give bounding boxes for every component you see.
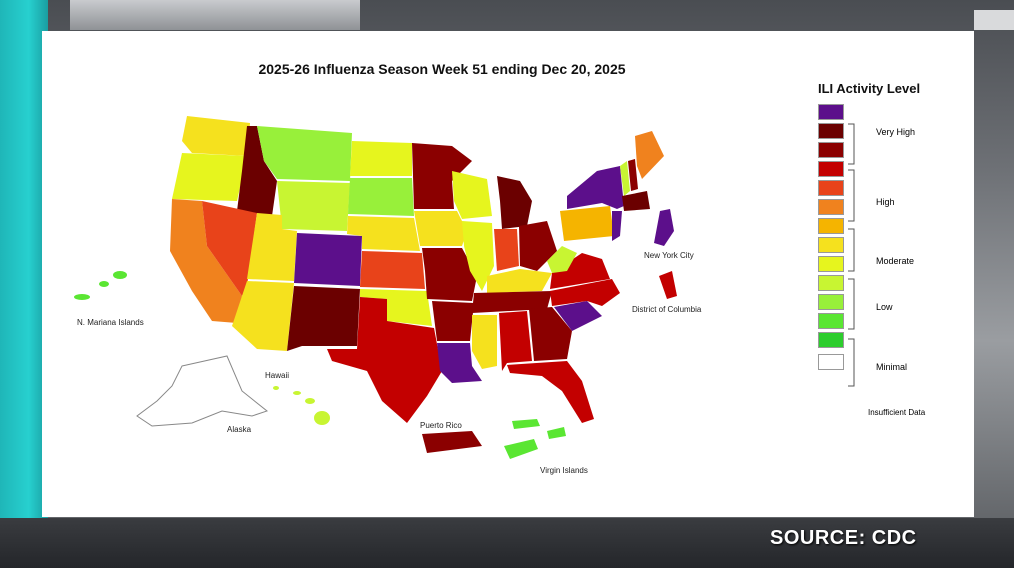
state-az bbox=[232, 281, 294, 351]
label-mariana: N. Mariana Islands bbox=[77, 318, 144, 327]
legend-swatch-4 bbox=[818, 180, 844, 196]
state-ut bbox=[247, 213, 297, 281]
state-va bbox=[550, 253, 610, 289]
state-mn bbox=[412, 143, 472, 209]
region-mariana-3 bbox=[74, 294, 90, 300]
legend-brackets bbox=[848, 123, 855, 387]
state-ga bbox=[529, 307, 572, 361]
legend-swatches bbox=[818, 104, 968, 370]
legend-label-minimal: Minimal bbox=[876, 362, 908, 372]
region-nyc bbox=[654, 209, 674, 246]
state-in bbox=[494, 229, 519, 271]
region-mariana-1 bbox=[113, 271, 127, 279]
state-nc bbox=[550, 279, 620, 306]
legend-swatch-8 bbox=[818, 256, 844, 272]
legend-label-very-high: Very High bbox=[876, 127, 916, 137]
state-nv bbox=[202, 201, 257, 296]
studio-light-top bbox=[70, 0, 360, 30]
label-dc: District of Columbia bbox=[632, 305, 702, 314]
state-ma bbox=[622, 191, 650, 211]
legend-swatch-13 bbox=[818, 354, 844, 370]
legend-swatch-1 bbox=[818, 123, 844, 139]
state-ne bbox=[347, 216, 420, 251]
state-il bbox=[462, 221, 494, 291]
state-vt bbox=[620, 161, 630, 196]
state-co bbox=[294, 233, 362, 286]
label-nyc: New York City bbox=[644, 251, 694, 260]
state-ok bbox=[360, 289, 432, 326]
legend-label-insufficient: Insufficient Data bbox=[868, 408, 926, 417]
state-wv bbox=[547, 246, 577, 273]
legend-swatch-7 bbox=[818, 237, 844, 253]
state-wi bbox=[452, 171, 492, 219]
region-dc bbox=[659, 271, 677, 299]
state-mi bbox=[497, 176, 532, 229]
legend-swatch-6 bbox=[818, 218, 844, 234]
region-virgin-islands-2 bbox=[547, 427, 566, 439]
us-flu-map: New York City District of Columbia N. Ma… bbox=[74, 116, 702, 475]
state-ky bbox=[487, 269, 552, 293]
studio-floor bbox=[0, 518, 1014, 568]
state-wy bbox=[277, 181, 350, 231]
state-sc bbox=[554, 301, 602, 331]
region-mariana-2 bbox=[99, 281, 109, 287]
legend-swatch-3 bbox=[818, 161, 844, 177]
state-ms bbox=[472, 315, 497, 369]
state-mo bbox=[422, 248, 477, 301]
region-virgin-islands-1 bbox=[504, 439, 538, 459]
state-ar bbox=[432, 301, 474, 341]
state-or bbox=[172, 153, 247, 201]
legend-swatch-11 bbox=[818, 313, 844, 329]
map-legend: ILI Activity Level Very High High Modera… bbox=[818, 81, 968, 417]
state-wa bbox=[182, 116, 250, 156]
map-board: 2025-26 Influenza Season Week 51 ending … bbox=[42, 31, 974, 517]
legend-label-moderate: Moderate bbox=[876, 256, 915, 266]
legend-title: ILI Activity Level bbox=[818, 81, 921, 96]
state-oh bbox=[519, 221, 557, 271]
state-sd bbox=[348, 178, 414, 216]
state-mt bbox=[257, 126, 352, 181]
state-tn bbox=[472, 291, 552, 313]
legend-label-high: High bbox=[876, 197, 895, 207]
studio-background-left bbox=[0, 0, 48, 568]
legend-swatch-0 bbox=[818, 104, 844, 120]
legend-swatch-9 bbox=[818, 275, 844, 291]
legend-swatch-12 bbox=[818, 332, 844, 348]
legend-swatch-2 bbox=[818, 142, 844, 158]
studio-light-topright bbox=[974, 10, 1014, 30]
legend-swatch-10 bbox=[818, 294, 844, 310]
region-virgin-islands-3 bbox=[512, 419, 540, 429]
state-nh bbox=[628, 159, 638, 191]
region-hawaii-1 bbox=[273, 386, 279, 390]
region-hawaii-2 bbox=[293, 391, 301, 395]
label-alaska: Alaska bbox=[227, 425, 252, 434]
state-fl bbox=[507, 361, 594, 423]
legend-swatch-5 bbox=[818, 199, 844, 215]
state-nj bbox=[612, 211, 622, 241]
label-hawaii: Hawaii bbox=[265, 371, 289, 380]
state-ia bbox=[414, 211, 467, 246]
region-puerto-rico bbox=[422, 431, 482, 453]
state-nm bbox=[287, 286, 360, 351]
legend-label-low: Low bbox=[876, 302, 893, 312]
label-puerto-rico: Puerto Rico bbox=[420, 421, 462, 430]
state-id bbox=[237, 126, 277, 216]
state-al bbox=[499, 311, 532, 371]
region-hawaii-4 bbox=[314, 411, 330, 425]
state-ny bbox=[567, 166, 624, 209]
state-la bbox=[437, 343, 482, 383]
state-ca bbox=[170, 199, 242, 323]
source-caption: SOURCE: CDC bbox=[770, 527, 917, 549]
label-virgin-islands: Virgin Islands bbox=[540, 466, 588, 475]
state-ks bbox=[360, 251, 425, 289]
map-title: 2025-26 Influenza Season Week 51 ending … bbox=[258, 61, 626, 77]
state-nd bbox=[350, 141, 412, 176]
region-hawaii-3 bbox=[305, 398, 315, 404]
state-me bbox=[635, 131, 664, 179]
state-tx bbox=[327, 297, 442, 423]
state-pa bbox=[560, 206, 614, 241]
region-alaska bbox=[136, 355, 269, 427]
